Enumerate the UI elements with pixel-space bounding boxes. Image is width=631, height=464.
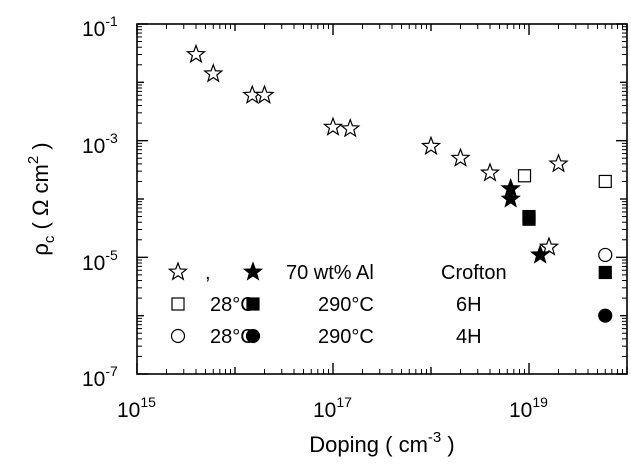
data-point-square-filled [598, 265, 612, 280]
legend-marker-circle-filled [245, 328, 261, 344]
legend: , 70 wt% Al Crofton 28°C 290°C 6H 28°C 2… [167, 261, 507, 348]
major-ticks [136, 23, 628, 375]
x-tick-label-1e15: 1015 [117, 394, 156, 422]
data-point-star-filled [529, 244, 551, 264]
legend-row3-label1: 28°C [210, 326, 255, 348]
legend-markers [167, 261, 264, 344]
legend-row2-label2: 6H [456, 294, 482, 316]
data-point-star-open [340, 118, 361, 138]
data-point-star-open [185, 43, 207, 64]
data-point-circle-open [598, 247, 613, 263]
data-point-star-filled [500, 188, 521, 208]
data-point-square-open [598, 174, 612, 189]
data-points [185, 43, 613, 323]
legend-row3-label2: 4H [456, 326, 482, 348]
legend-row1-label2: Crofton [441, 262, 507, 284]
legend-marker-circle-open [170, 328, 186, 344]
x-tick-label-1e19: 1019 [509, 394, 548, 422]
data-point-circle-filled [598, 308, 613, 323]
y-axis-label: ρc ( Ω cm2 ) [25, 142, 58, 255]
data-point-star-open [538, 236, 560, 256]
data-point-star-open [450, 147, 471, 167]
data-point-star-open [254, 84, 275, 104]
x-axis-label: Doping ( cm-3 ) [309, 429, 454, 457]
legend-row3-label1b: 290°C [318, 326, 374, 348]
data-point-star-open [322, 116, 344, 136]
minor-ticks [137, 24, 627, 374]
y-tick-label-1e-7: 10-7 [82, 363, 118, 391]
legend-row1-label1: 70 wt% Al [286, 262, 374, 284]
y-tick-label-1e-3: 10-3 [82, 130, 118, 158]
legend-row1-sep: , [205, 262, 211, 284]
data-point-star-open [203, 63, 224, 83]
data-point-star-open [420, 135, 442, 155]
y-tick-label-1e-1: 10-1 [82, 13, 118, 41]
legend-marker-star-open [167, 261, 189, 281]
x-tick-label-1e17: 1017 [313, 394, 352, 422]
legend-row2-label1: 28°C [210, 294, 255, 316]
data-point-square-open [517, 169, 532, 183]
legend-row2-label1b: 290°C [318, 294, 374, 316]
legend-marker-star-filled [242, 261, 264, 281]
data-point-star-open [548, 153, 569, 173]
legend-marker-square-open [171, 297, 185, 311]
data-point-star-open [479, 162, 501, 182]
legend-marker-square-filled [246, 297, 260, 311]
y-tick-label-1e-5: 10-5 [82, 247, 118, 275]
data-point-square-filled [522, 212, 536, 226]
